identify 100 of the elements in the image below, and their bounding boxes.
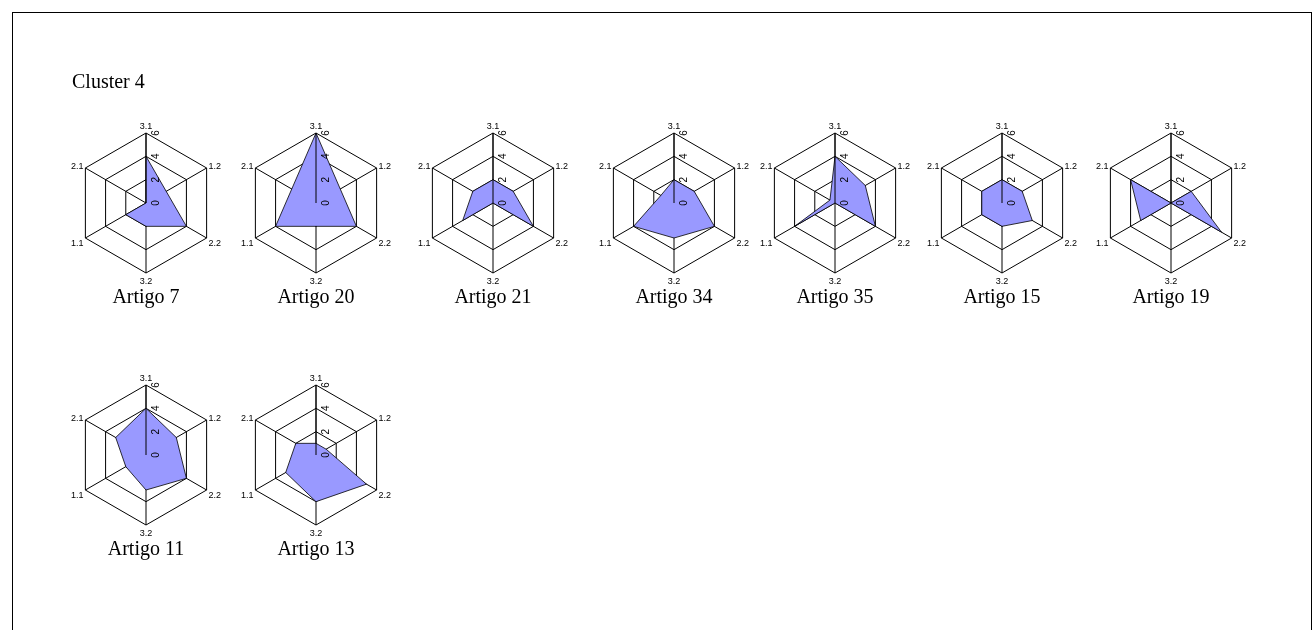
y-tick-label: 2	[677, 176, 689, 183]
text: Artigo 20	[276, 285, 356, 308]
spoke-label: 3.2	[995, 276, 1009, 287]
y-tick-label: 6	[1005, 129, 1017, 136]
y-tick-label: 2	[149, 428, 161, 435]
y-tick-label: 2	[496, 176, 508, 183]
y-tick-label: 2	[319, 176, 331, 183]
y-tick-label: 6	[319, 129, 331, 136]
spoke-label: 3.1	[667, 120, 681, 131]
text: Artigo 35	[795, 285, 875, 308]
text: Artigo 34	[634, 285, 714, 308]
y-tick-label: 0	[496, 199, 508, 206]
y-tick-label: 0	[319, 199, 331, 206]
spoke-label: 1.1	[240, 490, 254, 501]
spoke-label: 2.2	[555, 238, 569, 249]
y-tick-label: 2	[1005, 176, 1017, 183]
spoke-label: 2.1	[417, 160, 431, 171]
spoke-label: 3.1	[486, 120, 500, 131]
spoke-label: 1.2	[1233, 160, 1247, 171]
spoke-label: 1.2	[378, 412, 392, 423]
spoke-label: 1.2	[1064, 160, 1078, 171]
y-tick-label: 4	[496, 153, 508, 160]
y-tick-label: 6	[149, 381, 161, 388]
spoke-label: 3.2	[1164, 276, 1178, 287]
spoke-label: 2.1	[70, 160, 84, 171]
spoke-label: 2.1	[759, 160, 773, 171]
spoke-label: 2.2	[378, 490, 392, 501]
spoke-label: 3.2	[309, 528, 323, 539]
y-tick-label: 6	[319, 381, 331, 388]
y-tick-label: 6	[149, 129, 161, 136]
spoke-label: 3.2	[309, 276, 323, 287]
spoke-label: 1.2	[208, 412, 222, 423]
y-tick-label: 6	[677, 129, 689, 136]
spoke-label: 2.1	[1095, 160, 1109, 171]
y-tick-label: 6	[1174, 129, 1186, 136]
spoke-label: 1.1	[70, 238, 84, 249]
spoke-label: 2.2	[1064, 238, 1078, 249]
y-tick-label: 0	[677, 199, 689, 206]
text: Cluster 4	[72, 70, 145, 93]
spoke-label: 2.2	[897, 238, 911, 249]
y-tick-label: 6	[496, 129, 508, 136]
spoke-label: 3.2	[139, 276, 153, 287]
spoke-label: 2.1	[926, 160, 940, 171]
spoke-label: 3.1	[828, 120, 842, 131]
spoke-label: 1.1	[1095, 238, 1109, 249]
spoke-label: 1.1	[240, 238, 254, 249]
spoke-label: 3.1	[309, 372, 323, 383]
y-tick-label: 4	[149, 405, 161, 412]
spoke-label: 2.1	[240, 412, 254, 423]
text: Artigo 15	[962, 285, 1042, 308]
y-tick-label: 2	[1174, 176, 1186, 183]
spoke-label: 2.1	[70, 412, 84, 423]
text: Artigo 19	[1131, 285, 1211, 308]
spoke-label: 1.2	[736, 160, 750, 171]
spoke-label: 3.2	[139, 528, 153, 539]
y-tick-label: 2	[149, 176, 161, 183]
spoke-label: 2.1	[598, 160, 612, 171]
y-tick-label: 4	[838, 153, 850, 160]
spoke-label: 1.1	[598, 238, 612, 249]
y-tick-label: 0	[1005, 199, 1017, 206]
y-tick-label: 0	[149, 451, 161, 458]
y-tick-label: 4	[319, 405, 331, 412]
spoke-label: 1.1	[417, 238, 431, 249]
spoke-label: 3.1	[139, 372, 153, 383]
spoke-label: 1.2	[555, 160, 569, 171]
y-tick-label: 4	[1005, 153, 1017, 160]
spoke-label: 2.2	[378, 238, 392, 249]
spoke-label: 2.2	[208, 490, 222, 501]
y-tick-label: 0	[319, 451, 331, 458]
y-tick-label: 0	[838, 199, 850, 206]
spoke-label: 2.2	[736, 238, 750, 249]
y-tick-label: 0	[149, 199, 161, 206]
spoke-label: 3.2	[486, 276, 500, 287]
spoke-label: 3.1	[1164, 120, 1178, 131]
text: Artigo 11	[106, 537, 186, 560]
spoke-label: 2.2	[208, 238, 222, 249]
y-tick-label: 6	[838, 129, 850, 136]
y-tick-label: 4	[677, 153, 689, 160]
text: Artigo 7	[111, 285, 181, 308]
y-tick-label: 2	[319, 428, 331, 435]
spoke-label: 3.1	[139, 120, 153, 131]
spoke-label: 1.1	[759, 238, 773, 249]
y-tick-label: 2	[838, 176, 850, 183]
y-tick-label: 4	[1174, 153, 1186, 160]
spoke-label: 3.1	[309, 120, 323, 131]
spoke-label: 1.1	[70, 490, 84, 501]
text: Artigo 21	[453, 285, 533, 308]
spoke-label: 2.1	[240, 160, 254, 171]
spoke-label: 1.2	[378, 160, 392, 171]
text: Artigo 13	[276, 537, 356, 560]
y-tick-label: 4	[319, 153, 331, 160]
spoke-label: 3.2	[667, 276, 681, 287]
spoke-label: 1.1	[926, 238, 940, 249]
spoke-label: 2.2	[1233, 238, 1247, 249]
y-tick-label: 0	[1174, 199, 1186, 206]
spoke-label: 3.1	[995, 120, 1009, 131]
spoke-label: 1.2	[897, 160, 911, 171]
spoke-label: 3.2	[828, 276, 842, 287]
y-tick-label: 4	[149, 153, 161, 160]
spoke-label: 1.2	[208, 160, 222, 171]
